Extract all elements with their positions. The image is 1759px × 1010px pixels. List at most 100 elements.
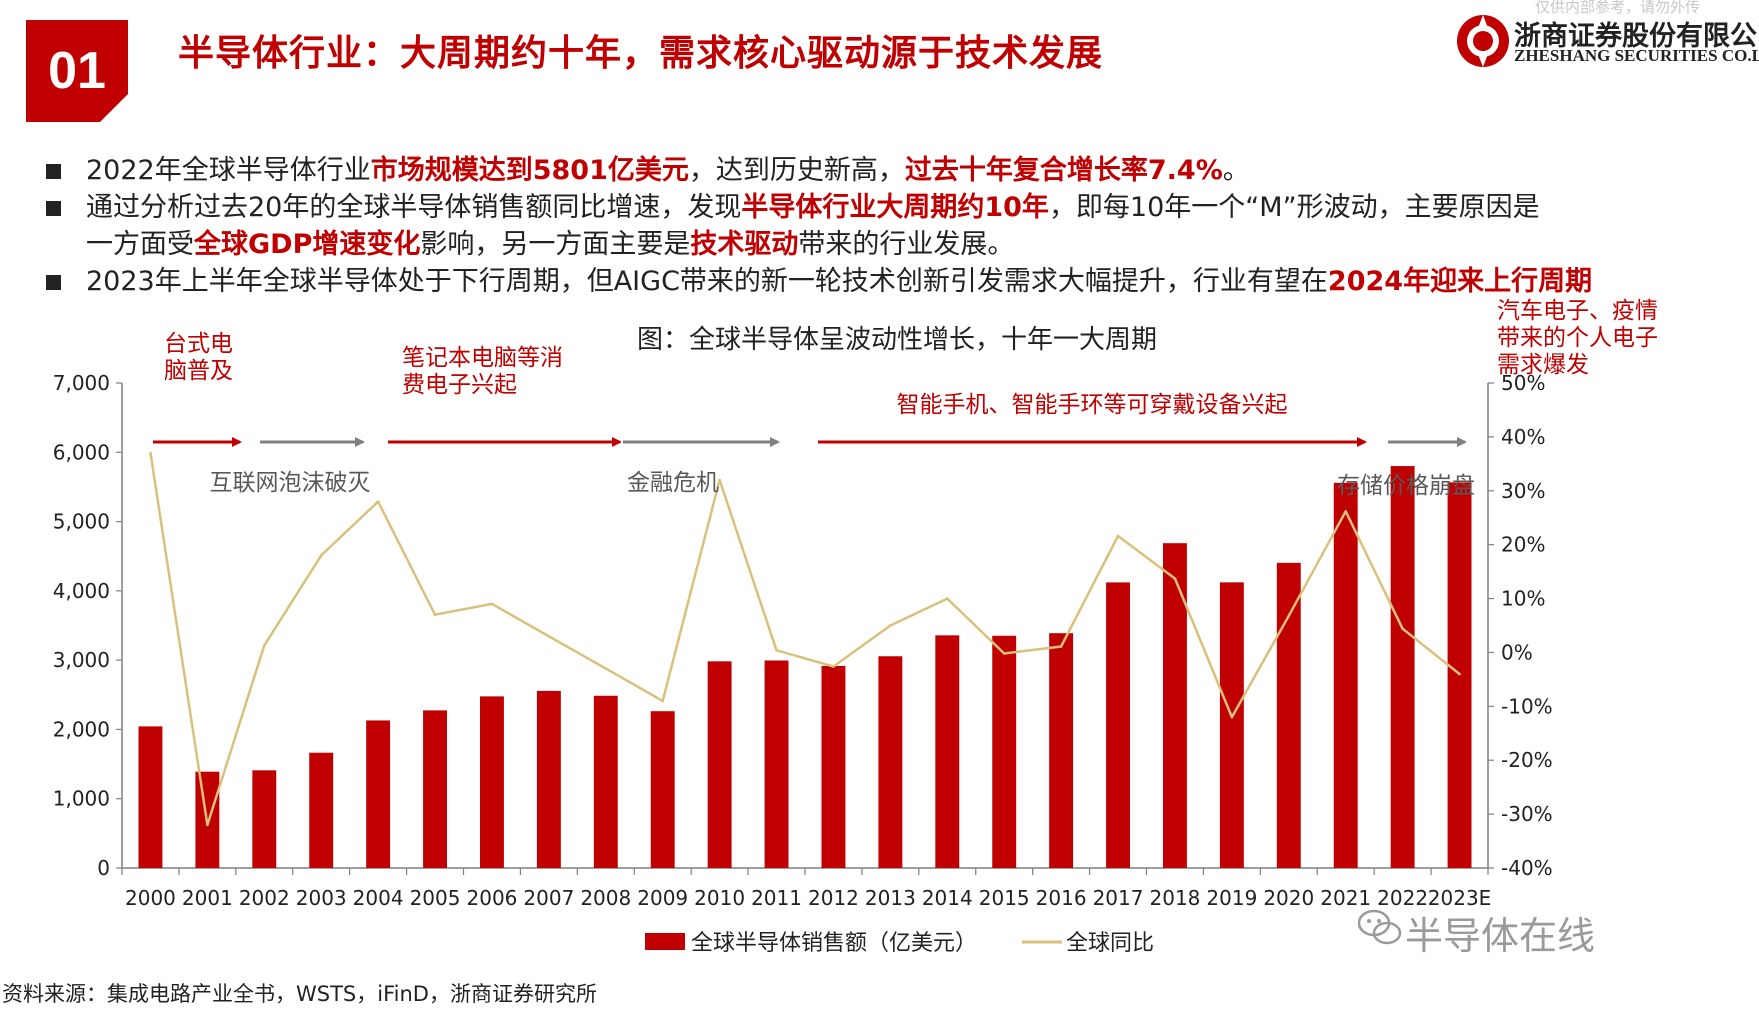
- bullet-2-cont-2: 影响，另一方面主要是: [420, 229, 691, 260]
- y-right-tick-label: -40%: [1501, 856, 1553, 880]
- y-right-tick-label: 0%: [1501, 640, 1533, 664]
- x-tick-label: 2008: [580, 886, 631, 910]
- bullet-item: 通过分析过去20年的全球半导体销售额同比增速，发现半导体行业大周期约10年，即每…: [42, 189, 1759, 263]
- section-number: 01: [48, 42, 106, 100]
- bar: [1390, 466, 1415, 868]
- y-left-tick-label: 3,000: [53, 648, 110, 672]
- annotation-line: 汽车电子、疫情: [1497, 298, 1658, 324]
- red-annotation-label: 智能手机、智能手环等可穿戴设备兴起: [897, 392, 1288, 418]
- bar: [1333, 482, 1358, 868]
- bar: [1049, 633, 1074, 868]
- x-tick-label: 2004: [353, 886, 404, 910]
- bullet-1-seg-4: 。: [1222, 155, 1250, 186]
- x-tick-label: 2022: [1377, 886, 1428, 910]
- line-point: [433, 613, 437, 617]
- bar: [935, 635, 960, 868]
- y-left-tick-label: 4,000: [53, 579, 110, 603]
- line-point: [775, 648, 778, 652]
- annotation-line: 带来的个人电子: [1497, 325, 1658, 351]
- x-tick-label: 2009: [637, 886, 688, 910]
- bullet-3-seg-1: 2024年迎来上行周期: [1327, 266, 1593, 297]
- line-point: [832, 665, 835, 668]
- x-tick-label: 2010: [694, 886, 745, 910]
- bar: [707, 661, 732, 868]
- bar: [1276, 562, 1301, 868]
- line-point: [1458, 672, 1461, 676]
- line-point: [1173, 577, 1177, 580]
- annotation-line: 费电子兴起: [402, 372, 517, 398]
- bullet-2-seg-0: 通过分析过去20年的全球半导体销售额同比增速，发现: [86, 192, 742, 223]
- line-point: [945, 597, 949, 600]
- bullet-3-seg-0: 2023年上半年全球半导体处于下行周期，但AIGC带来的新一轮技术创新引发需求大…: [86, 266, 1328, 297]
- wechat-account-name: 半导体在线: [1405, 914, 1596, 958]
- wechat-icon: [1358, 909, 1402, 945]
- bullet-1-seg-1: 市场规模达到5801亿美元: [370, 155, 689, 186]
- annotation-line: 需求爆发: [1497, 352, 1589, 378]
- company-name-cn: 浙商证券股份有限公司: [1514, 21, 1759, 52]
- bar: [423, 710, 447, 868]
- y-left-tick-label: 5,000: [53, 510, 110, 534]
- x-tick-label: 2000: [125, 886, 176, 910]
- x-tick-label: 2016: [1036, 886, 1087, 910]
- annotation-line: 笔记本电脑等消: [402, 345, 563, 371]
- line-series: [149, 451, 1461, 827]
- bullet-square-icon: [46, 275, 61, 290]
- line-point: [661, 699, 665, 703]
- line-point: [490, 602, 494, 606]
- x-tick-label: 2011: [751, 886, 802, 910]
- yoy-line: [149, 452, 1461, 827]
- x-tick-label: 2015: [979, 886, 1030, 910]
- bar: [1106, 582, 1130, 868]
- gray-annotation-label: 存储价格崩盘: [1337, 473, 1475, 499]
- y-right-tick-label: 10%: [1501, 587, 1545, 611]
- x-tick-label: 2014: [922, 886, 973, 910]
- y-left-tick-label: 6,000: [53, 440, 110, 464]
- line-point: [1230, 715, 1234, 719]
- source-note: 资料来源：集成电路产业全书，WSTS，iFinD，浙商证券研究所: [2, 982, 597, 1006]
- y-left-tick-label: 7,000: [53, 371, 110, 395]
- bar: [593, 695, 618, 868]
- bar: [992, 635, 1017, 868]
- bullet-1-seg-2: ，达到历史新高，: [688, 155, 905, 186]
- line-point: [206, 823, 209, 827]
- bar-series: [138, 466, 1472, 868]
- annotation-line: 台式电: [164, 331, 233, 357]
- bar: [480, 696, 504, 868]
- bullet-item: 2022年全球半导体行业市场规模达到5801亿美元，达到历史新高，过去十年复合增…: [42, 152, 1759, 189]
- y-right-tick-label: 40%: [1501, 425, 1545, 449]
- line-point: [376, 500, 380, 503]
- y-right-tick-label: -20%: [1501, 748, 1553, 772]
- x-tick-label: 2013: [865, 886, 916, 910]
- x-tick-label: 2012: [808, 886, 859, 910]
- line-point: [1287, 614, 1291, 618]
- badge-corner: [100, 94, 128, 122]
- bullet-2-cont-0: 一方面受: [86, 229, 194, 260]
- line-point: [1059, 645, 1063, 648]
- x-tick-label: 2018: [1150, 886, 1201, 910]
- x-tick-label: 2002: [239, 886, 290, 910]
- x-tick-label: 2021: [1320, 886, 1371, 910]
- company-name-en: ZHESHANG SECURITIES CO.LTD: [1514, 46, 1759, 65]
- y-right-tick-label: 50%: [1501, 371, 1545, 395]
- line-point: [1344, 509, 1348, 513]
- bullet-2-cont-1: 全球GDP增速变化: [194, 229, 421, 260]
- line-point: [149, 451, 152, 455]
- y-left-tick-label: 1,000: [53, 787, 110, 811]
- x-tick-label: 2020: [1263, 886, 1314, 910]
- bar: [878, 656, 903, 868]
- bar: [1219, 582, 1244, 868]
- chart-axes: 0 1,000 2,000 3,000 4,000 5,000 6,000 7,000 -40%…: [53, 371, 1553, 910]
- legend-bar-label: 全球半导体销售额（亿美元）: [691, 931, 977, 956]
- x-tick-label: 2005: [410, 886, 461, 910]
- bar: [821, 665, 846, 868]
- gray-annotation-label: 互联网泡沫破灭: [210, 470, 371, 496]
- bullet-1-seg-3: 过去十年复合增长率7.4%: [904, 155, 1223, 186]
- x-tick-label: 2006: [467, 886, 518, 910]
- bullet-2-seg-2: ，即每10年一个“M”形波动，主要原因是: [1048, 192, 1540, 223]
- section-badge: 01: [26, 20, 128, 122]
- bullet-list: 2022年全球半导体行业市场规模达到5801亿美元，达到历史新高，过去十年复合增…: [42, 152, 1759, 300]
- watermark-text: 仅供内部参考，请勿外传: [1535, 0, 1701, 16]
- bar: [650, 711, 675, 868]
- y-right-tick-label: 30%: [1501, 479, 1545, 503]
